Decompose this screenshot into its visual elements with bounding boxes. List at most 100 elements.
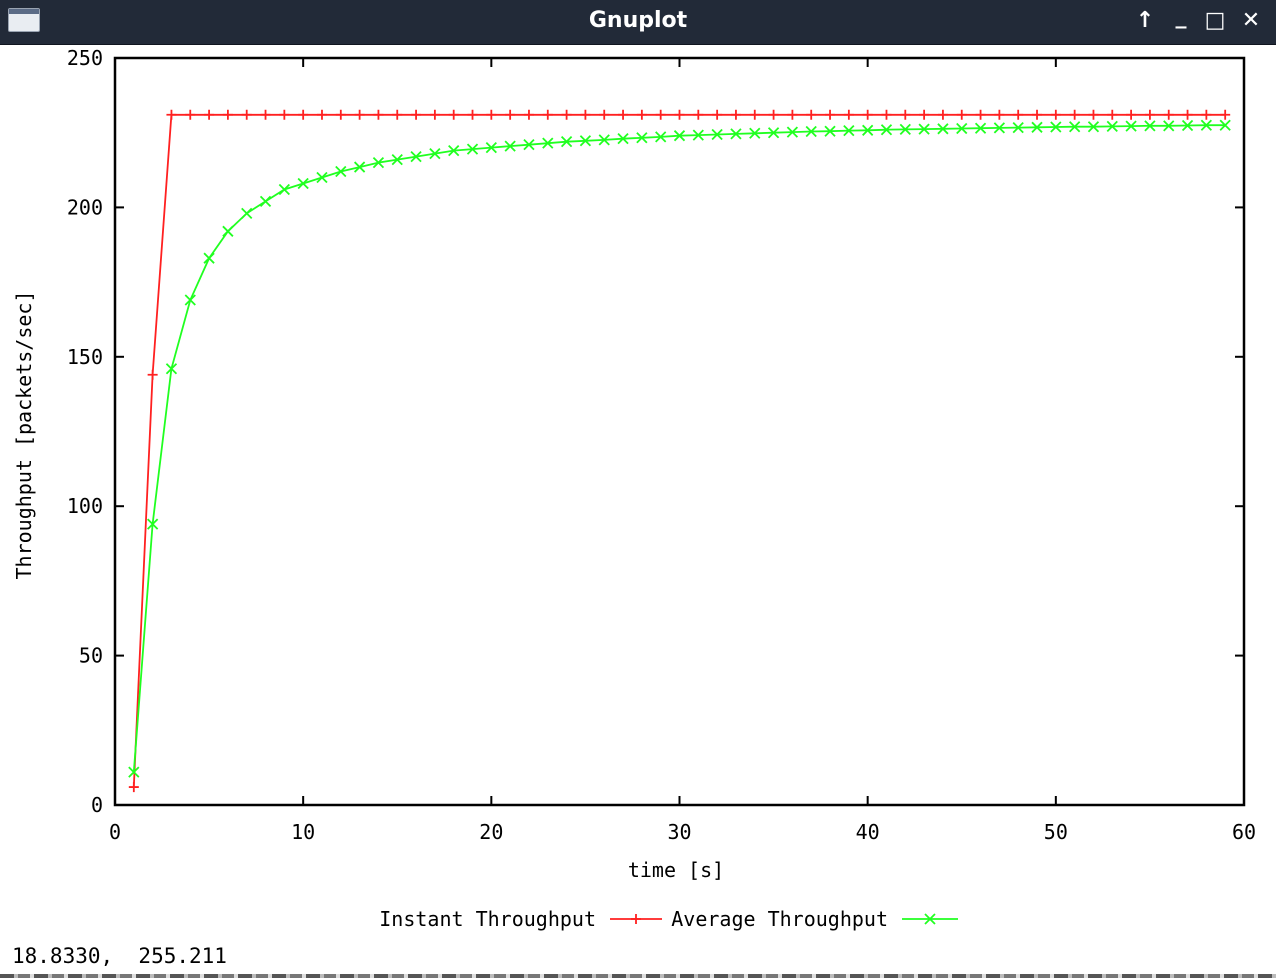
instant-point — [1220, 109, 1231, 120]
average-point — [1031, 121, 1043, 133]
average-point — [241, 207, 253, 220]
x-tick-label: 10 — [291, 820, 315, 844]
average-point — [918, 123, 930, 135]
raise-button[interactable]: ↑ — [1130, 6, 1160, 36]
instant-point — [975, 109, 986, 120]
mouse-coordinate-readout: 18.8330, 255.211 — [12, 944, 227, 968]
average-point — [259, 195, 272, 208]
x-tick-label: 50 — [1044, 820, 1068, 844]
instant-point — [881, 109, 892, 120]
instant-point — [542, 109, 553, 120]
maximize-button[interactable]: □ — [1200, 6, 1230, 36]
series-line-instant — [132, 113, 1226, 788]
instant-point — [241, 109, 252, 120]
instant-point — [1032, 109, 1043, 120]
instant-point — [1069, 109, 1080, 120]
instant-point — [599, 109, 610, 120]
series-line-average — [132, 124, 1226, 773]
x-axis-label: time [s] — [628, 858, 724, 882]
average-point — [523, 139, 535, 151]
instant-point — [787, 109, 798, 120]
average-point — [128, 766, 140, 778]
instant-point — [693, 109, 704, 120]
x-tick-label: 30 — [667, 820, 691, 844]
instant-point — [825, 109, 836, 120]
average-point — [1181, 119, 1194, 132]
instant-point — [204, 109, 215, 120]
instant-point — [166, 109, 177, 120]
average-point — [1050, 121, 1062, 133]
instant-point — [279, 109, 290, 120]
average-point — [335, 165, 347, 178]
average-point — [655, 131, 667, 143]
legend-sample-marker — [924, 913, 936, 925]
average-point — [466, 143, 479, 155]
average-point — [316, 171, 328, 184]
instant-point — [298, 109, 309, 120]
instant-point — [260, 109, 271, 120]
y-tick-label: 250 — [67, 46, 103, 70]
legend-sample-marker — [631, 914, 641, 924]
average-point — [899, 123, 911, 136]
minimize-button[interactable]: _ — [1166, 6, 1196, 36]
instant-point — [636, 109, 647, 120]
average-point — [1200, 119, 1213, 131]
instant-point — [1107, 109, 1118, 120]
window-icon[interactable] — [8, 8, 40, 32]
instant-point — [1050, 109, 1061, 120]
window-titlebar[interactable]: Gnuplot ↑ _ □ ✕ — [0, 0, 1276, 45]
average-point — [1125, 120, 1137, 132]
instant-point — [185, 109, 196, 120]
instant-point — [448, 109, 459, 120]
instant-point — [712, 109, 723, 120]
window-title: Gnuplot — [588, 8, 688, 33]
average-point — [880, 124, 893, 136]
instant-point — [523, 109, 534, 120]
average-point — [1163, 120, 1175, 132]
instant-point — [316, 109, 327, 120]
close-button[interactable]: ✕ — [1236, 6, 1266, 36]
average-point — [937, 123, 949, 135]
x-tick-label: 40 — [856, 820, 880, 844]
average-point — [1069, 121, 1081, 133]
plot-frame — [113, 56, 1246, 807]
x-tick-label: 20 — [479, 820, 503, 844]
instant-point — [937, 109, 948, 120]
average-point — [353, 161, 366, 173]
average-point — [993, 122, 1006, 134]
instant-point — [806, 109, 817, 120]
y-tick-label: 50 — [79, 644, 103, 668]
plot-canvas[interactable]: 0 10 20 30 40 50 60 0 50 100 150 200 250 time [s] Thro… — [0, 44, 1276, 978]
instant-point — [1163, 109, 1174, 120]
average-point — [843, 124, 855, 137]
average-point — [1106, 120, 1118, 133]
average-point — [617, 133, 629, 145]
average-point — [222, 225, 234, 237]
instant-point — [730, 109, 741, 120]
average-point — [673, 130, 686, 142]
instant-point — [749, 109, 760, 120]
average-point — [165, 363, 178, 375]
instant-point — [411, 109, 422, 120]
y-tick-label: 0 — [91, 793, 103, 817]
instant-point — [392, 109, 403, 120]
average-point — [297, 177, 309, 190]
average-point — [542, 137, 554, 149]
average-point — [410, 150, 422, 163]
average-point — [1012, 121, 1024, 134]
instant-point — [1182, 109, 1193, 120]
average-point — [786, 126, 799, 138]
average-point — [504, 140, 516, 152]
average-point — [184, 294, 196, 306]
average-point — [372, 156, 385, 169]
average-point — [805, 125, 817, 138]
average-point — [579, 135, 592, 147]
instant-point — [1201, 109, 1212, 120]
instant-point — [580, 109, 591, 120]
instant-point — [919, 109, 930, 120]
instant-point — [1144, 109, 1155, 120]
instant-point — [900, 109, 911, 120]
average-point — [429, 147, 441, 160]
average-point — [203, 252, 215, 264]
instant-point — [505, 109, 516, 120]
